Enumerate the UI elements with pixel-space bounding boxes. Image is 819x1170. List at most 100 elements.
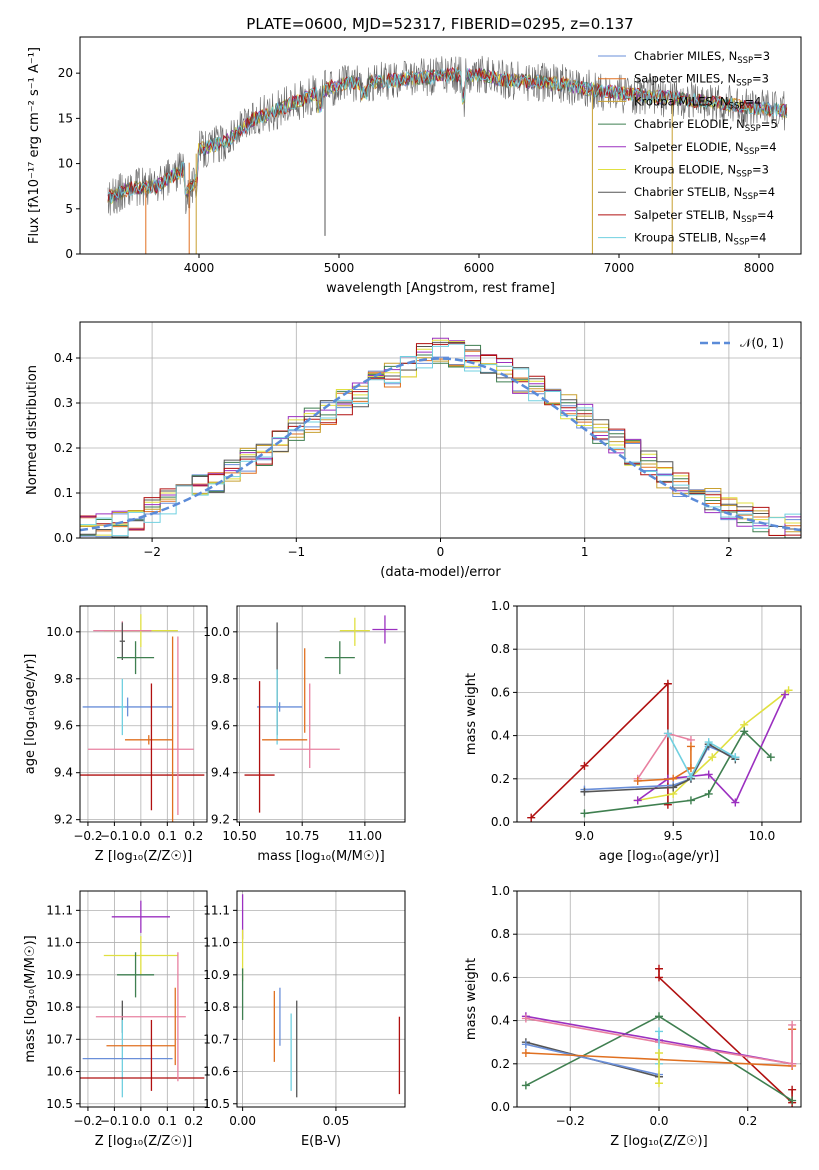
weight-marker bbox=[784, 686, 793, 695]
weight-marker bbox=[766, 753, 775, 762]
x-tick-label: 0.2 bbox=[184, 1114, 203, 1128]
weight-marker bbox=[655, 1079, 663, 1088]
weight-marker bbox=[704, 738, 713, 747]
weight-marker bbox=[686, 764, 695, 772]
y-tick-label: 1.0 bbox=[491, 599, 510, 613]
weight-marker bbox=[686, 742, 695, 751]
weight-marker bbox=[655, 973, 663, 982]
y-tick-label: 0.8 bbox=[491, 927, 510, 941]
weight-marker bbox=[781, 690, 790, 699]
x-tick-label: −1 bbox=[287, 545, 305, 559]
panel-age-vs-Z: −0.2−0.1 0.0 0.1 0.2 9.2 9.4 9.6 9.8 10.0 Z [log₁… bbox=[23, 605, 208, 864]
plot-area bbox=[107, 55, 788, 254]
weight-marker bbox=[663, 800, 672, 809]
weight-marker bbox=[633, 776, 642, 785]
legend-entry: Salpeter MILES, NSSP=3 bbox=[634, 72, 769, 89]
x-tick-label: 11.00 bbox=[348, 829, 382, 843]
y-tick-label: 10.6 bbox=[203, 1065, 230, 1079]
histogram-series bbox=[80, 341, 801, 538]
spectrum-series-line bbox=[107, 67, 787, 204]
panel-spectrum: 4000 5000 6000 7000 8000 0 5 10 15 20 wavelength [… bbox=[27, 36, 802, 296]
weight-marker bbox=[731, 753, 740, 762]
x-axis-label: (data-model)/error bbox=[380, 565, 501, 580]
x-tick-label: −0.2 bbox=[556, 1114, 585, 1128]
y-tick-label: 1.0 bbox=[491, 884, 510, 898]
x-tick-label: −0.1 bbox=[100, 1114, 129, 1128]
x-tick-label: 0.05 bbox=[323, 1114, 350, 1128]
axes-frame bbox=[79, 605, 208, 823]
gaussian-curve bbox=[80, 357, 801, 532]
plot-area bbox=[521, 964, 797, 1107]
x-tick-label: 0.0 bbox=[131, 1114, 150, 1128]
weight-marker bbox=[669, 783, 678, 792]
axes-frame bbox=[79, 321, 802, 539]
x-axis-label: mass [log₁₀(M/M☉)] bbox=[257, 849, 384, 864]
axes-frame bbox=[516, 605, 802, 823]
y-tick-label: 10.0 bbox=[46, 625, 73, 639]
figure-title: PLATE=0600, MJD=52317, FIBERID=0295, z=0… bbox=[246, 15, 633, 33]
weight-marker bbox=[708, 753, 717, 762]
legend-entry: Chabrier ELODIE, NSSP=5 bbox=[634, 117, 778, 134]
legend-entry: Kroupa STELIB, NSSP=4 bbox=[634, 231, 766, 248]
y-tick-label: 9.4 bbox=[211, 766, 230, 780]
y-tick-label: 10.0 bbox=[203, 625, 230, 639]
y-tick-label: 0 bbox=[65, 247, 73, 261]
weight-series-line bbox=[584, 730, 772, 815]
weight-marker bbox=[655, 1049, 663, 1057]
x-axis-label: Z [log₁₀(Z/Z☉)] bbox=[610, 1134, 707, 1149]
plot-area bbox=[80, 614, 205, 822]
y-tick-label: 0.3 bbox=[54, 396, 73, 410]
weight-series-line bbox=[525, 1017, 793, 1065]
errorbar-point bbox=[119, 678, 125, 736]
errorbar-point bbox=[124, 735, 173, 745]
weight-marker bbox=[731, 798, 740, 807]
axes-frame bbox=[236, 890, 406, 1108]
weight-marker bbox=[521, 1049, 530, 1057]
y-tick-label: 10.5 bbox=[46, 1097, 73, 1111]
errorbar-point bbox=[117, 641, 155, 675]
errorbar-point bbox=[111, 900, 170, 933]
y-tick-label: 0.6 bbox=[491, 970, 510, 984]
panel-weight-vs-Z: −0.2 0.0 0.2 0.0 0.2 0.4 0.6 0.8 1.0 Z [log₁₀(Z/Z… bbox=[464, 884, 802, 1149]
histogram-series bbox=[80, 357, 801, 533]
x-tick-label: −0.2 bbox=[73, 829, 102, 843]
x-tick-label: 0.1 bbox=[158, 829, 177, 843]
x-tick-label: 4000 bbox=[184, 261, 215, 275]
errorbar-point bbox=[119, 622, 125, 660]
x-tick-label: 6000 bbox=[464, 261, 495, 275]
weight-marker bbox=[655, 964, 663, 973]
y-tick-label: 0.0 bbox=[54, 531, 73, 545]
weight-marker bbox=[788, 1059, 797, 1068]
y-tick-label: 10.7 bbox=[46, 1032, 73, 1046]
y-axis-label: mass [log₁₀(M/M☉)] bbox=[23, 935, 38, 1062]
y-tick-label: 10.7 bbox=[203, 1032, 230, 1046]
weight-marker bbox=[655, 1027, 663, 1036]
histogram-series bbox=[80, 344, 801, 538]
x-axis-label: age [log₁₀(age/yr)] bbox=[599, 849, 720, 864]
y-tick-label: 11.1 bbox=[203, 903, 230, 917]
histogram-series bbox=[80, 339, 801, 536]
legend: Chabrier MILES, NSSP=3 Salpeter MILES, NS… bbox=[598, 49, 778, 248]
weight-marker bbox=[527, 813, 536, 822]
x-tick-label: −2 bbox=[143, 545, 161, 559]
x-tick-label: 0.2 bbox=[738, 1114, 757, 1128]
x-tick-label: 9.5 bbox=[664, 829, 683, 843]
y-tick-label: 10.8 bbox=[46, 1000, 73, 1014]
weight-marker bbox=[740, 727, 749, 736]
legend-entry: 𝒩(0, 1) bbox=[740, 336, 784, 350]
y-tick-label: 10.9 bbox=[203, 968, 230, 982]
weight-marker bbox=[633, 796, 642, 805]
weight-series-line bbox=[525, 1043, 660, 1076]
weight-marker bbox=[704, 789, 713, 798]
axes-frame bbox=[79, 890, 208, 1108]
x-tick-label: 0 bbox=[437, 545, 445, 559]
x-tick-label: 0.1 bbox=[158, 1114, 177, 1128]
y-axis-label: mass weight bbox=[464, 673, 479, 755]
errorbar-point bbox=[372, 615, 398, 644]
weight-series-line bbox=[584, 745, 736, 791]
y-tick-label: 10.5 bbox=[203, 1097, 230, 1111]
weight-series-line bbox=[637, 746, 692, 782]
y-tick-label: 9.6 bbox=[211, 719, 230, 733]
panel-mass-vs-ebv: 0.00 0.05 10.5 10.6 10.7 10.8 10.9 11.0 11.1 E(B-… bbox=[203, 890, 406, 1149]
